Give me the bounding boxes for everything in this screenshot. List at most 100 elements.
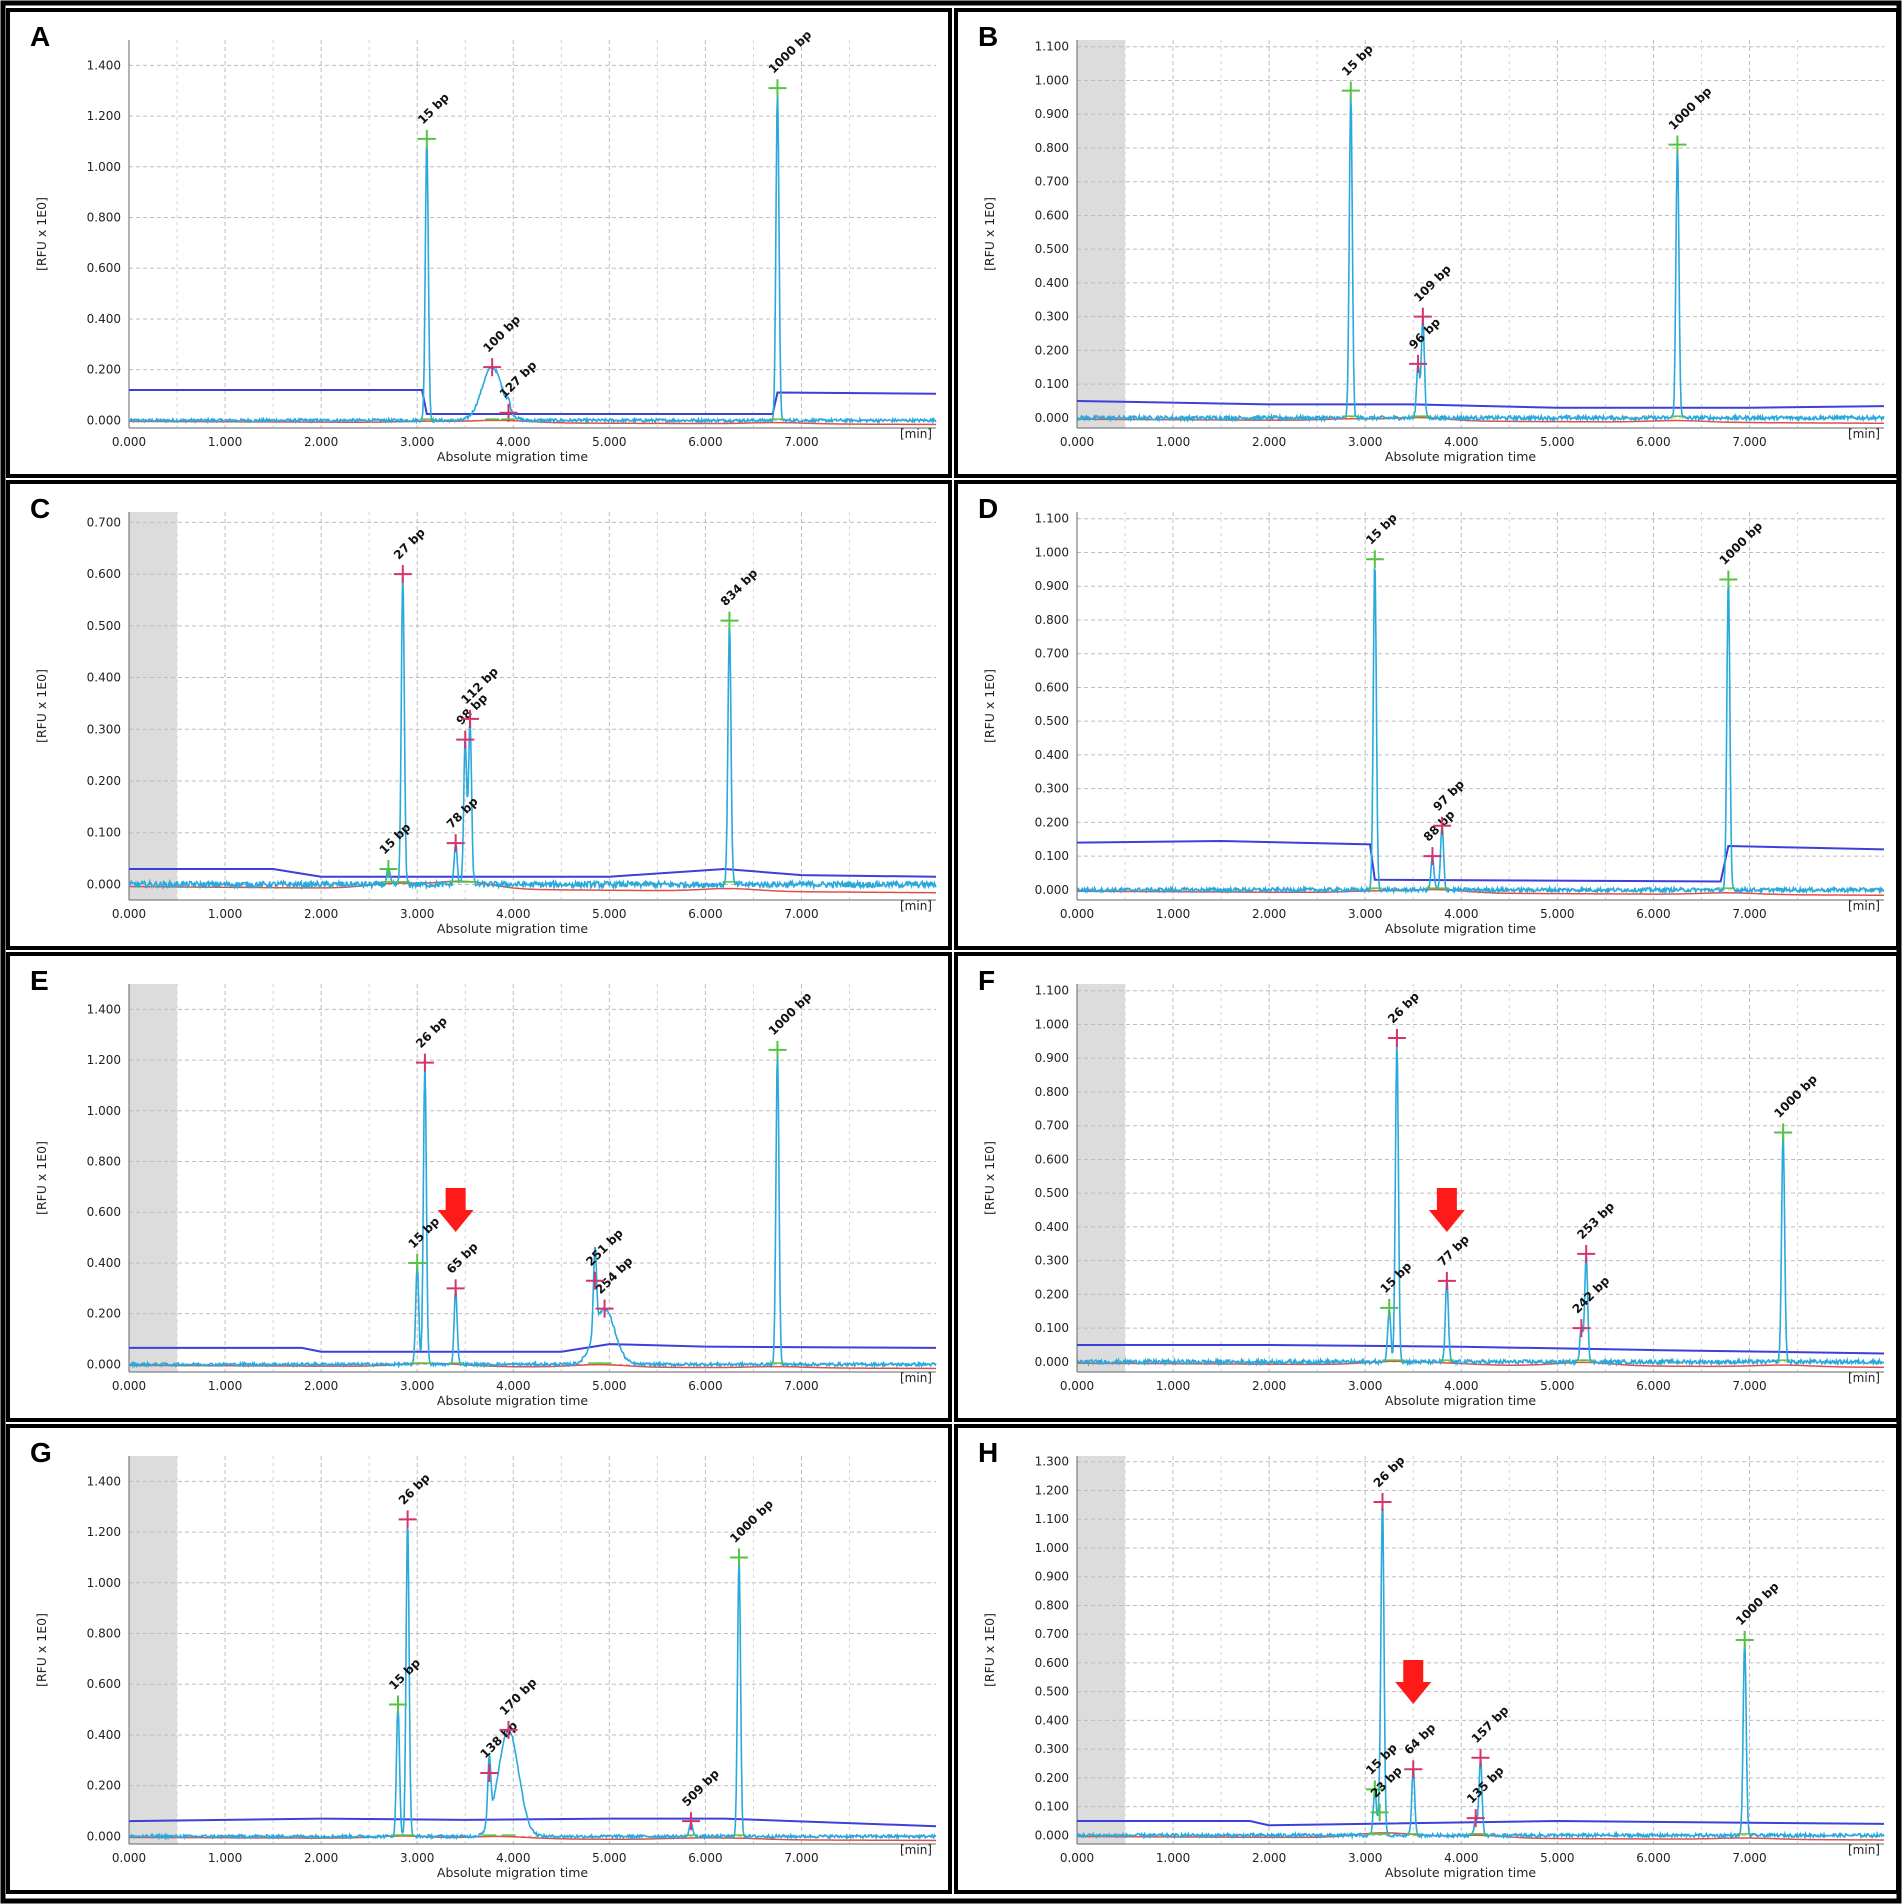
- y-tick-label: 0.700: [1035, 647, 1069, 661]
- signal-trace: [1076, 94, 1885, 424]
- peak-marker: [398, 1510, 417, 1836]
- y-tick-label: 0.700: [87, 515, 121, 529]
- x-tick-label: 1.000: [1156, 907, 1190, 921]
- y-axis-title: [RFU x 1E0]: [982, 669, 997, 743]
- y-tick-label: 0.400: [87, 1728, 121, 1742]
- y-tick-label: 0.300: [87, 722, 121, 736]
- y-tick-label: 0.400: [1035, 748, 1069, 762]
- x-tick-label: 2.000: [304, 1379, 338, 1393]
- gray-band: [1077, 40, 1126, 428]
- y-tick-label: 0.200: [87, 1307, 121, 1321]
- x-tick-label: 6.000: [688, 1379, 722, 1393]
- x-tick-label: 5.000: [592, 1851, 626, 1865]
- peak-marker: [480, 1763, 499, 1836]
- baseline-line: [129, 867, 937, 878]
- panel-letter: D: [978, 493, 998, 524]
- y-tick-label: 1.400: [87, 1002, 121, 1016]
- x-axis-title: Absolute migration time: [437, 1865, 588, 1880]
- y-axis-title: [RFU x 1E0]: [34, 1613, 49, 1687]
- gray-band: [129, 1456, 178, 1844]
- y-tick-label: 0.600: [87, 261, 121, 275]
- panel-h: H 0.000 0.100 0.200 0.300 0.400 0.500 0.600 0.70…: [954, 1424, 1900, 1894]
- x-tick-label: 3.000: [400, 435, 434, 449]
- y-tick-label: 0.800: [1035, 141, 1069, 155]
- y-tick-label: 1.000: [1035, 545, 1069, 559]
- x-tick-label: 0.000: [112, 435, 146, 449]
- y-tick-label: 1.000: [87, 1576, 121, 1590]
- x-tick-label: 6.000: [1636, 1851, 1670, 1865]
- y-tick-label: 0.300: [1035, 310, 1069, 324]
- x-tick-label: 3.000: [1348, 907, 1382, 921]
- panel-b: B 0.000 0.100 0.200 0.300 0.400 0.500 0.600 0.70…: [954, 8, 1900, 478]
- y-tick-label: 0.100: [1035, 1800, 1069, 1814]
- y-axis-title: [RFU x 1E0]: [34, 669, 49, 743]
- peak-marker: [1577, 1244, 1596, 1361]
- y-tick-label: 0.800: [1035, 613, 1069, 627]
- x-tick-label: 4.000: [496, 435, 530, 449]
- x-unit-label: [min]: [900, 899, 932, 913]
- x-unit-label: [min]: [1848, 1371, 1880, 1385]
- baseline-line: [129, 1343, 937, 1353]
- y-tick-label: 0.500: [87, 619, 121, 633]
- x-tick-label: 6.000: [1636, 907, 1670, 921]
- baseline-line: [1076, 839, 1885, 883]
- y-tick-label: 1.000: [87, 160, 121, 174]
- y-tick-label: 1.100: [1035, 984, 1069, 998]
- x-tick-label: 1.000: [1156, 1379, 1190, 1393]
- y-tick-label: 0.100: [1035, 1321, 1069, 1335]
- x-unit-label: [min]: [1848, 899, 1880, 913]
- x-tick-label: 7.000: [784, 907, 818, 921]
- panel-f: F 0.000 0.100 0.200 0.300 0.400 0.500 0.600 0.70…: [954, 952, 1900, 1422]
- peak-marker: [379, 859, 398, 883]
- peak-marker: [446, 1279, 465, 1364]
- x-tick-label: 6.000: [1636, 435, 1670, 449]
- peak-marker: [1365, 550, 1384, 889]
- signal-trace: [128, 1053, 937, 1369]
- y-tick-label: 0.500: [1035, 242, 1069, 256]
- baseline-line: [1077, 1344, 1885, 1355]
- x-tick-label: 7.000: [1732, 435, 1766, 449]
- x-tick-label: 7.000: [784, 1851, 818, 1865]
- x-tick-label: 4.000: [1444, 1379, 1478, 1393]
- gray-band: [129, 984, 178, 1372]
- x-tick-label: 5.000: [592, 907, 626, 921]
- x-tick-label: 3.000: [1348, 1851, 1382, 1865]
- y-axis-title: [RFU x 1E0]: [982, 1141, 997, 1215]
- peak-marker: [1433, 816, 1452, 889]
- peak-marker: [768, 1040, 787, 1364]
- y-tick-label: 0.000: [87, 1829, 121, 1843]
- x-axis-title: Absolute migration time: [437, 1393, 588, 1408]
- x-unit-label: [min]: [900, 427, 932, 441]
- red-line: [1076, 1832, 1885, 1841]
- x-tick-label: 3.000: [400, 1851, 434, 1865]
- y-tick-label: 0.500: [1035, 1685, 1069, 1699]
- panel-a: A 0.000 0.200 0.400 0.600 0.800 1.000 1.200 1.40…: [6, 8, 952, 478]
- y-tick-label: 0.500: [1035, 1186, 1069, 1200]
- y-tick-label: 1.200: [87, 1525, 121, 1539]
- y-tick-label: 1.400: [87, 1474, 121, 1488]
- x-tick-label: 4.000: [496, 1379, 530, 1393]
- y-tick-label: 0.700: [1035, 1119, 1069, 1133]
- y-tick-label: 1.300: [1035, 1455, 1069, 1469]
- panel-letter: A: [30, 21, 50, 52]
- x-tick-label: 7.000: [784, 435, 818, 449]
- y-tick-label: 0.900: [1035, 1570, 1069, 1584]
- x-unit-label: [min]: [900, 1371, 932, 1385]
- x-tick-label: 4.000: [496, 907, 530, 921]
- x-axis-title: Absolute migration time: [1385, 1393, 1536, 1408]
- x-tick-label: 0.000: [112, 1851, 146, 1865]
- y-tick-label: 0.300: [1035, 782, 1069, 796]
- x-unit-label: [min]: [1848, 427, 1880, 441]
- x-tick-label: 7.000: [1732, 907, 1766, 921]
- x-tick-label: 0.000: [1060, 435, 1094, 449]
- y-tick-label: 0.900: [1035, 579, 1069, 593]
- x-tick-label: 4.000: [496, 1851, 530, 1865]
- y-tick-label: 0.600: [87, 1677, 121, 1691]
- panel-border: [954, 480, 1900, 950]
- x-tick-label: 3.000: [1348, 1379, 1382, 1393]
- signal-trace: [128, 1528, 937, 1841]
- x-tick-label: 5.000: [1540, 435, 1574, 449]
- y-tick-label: 0.200: [87, 774, 121, 788]
- panel-letter: E: [30, 965, 49, 996]
- y-tick-label: 0.900: [1035, 1051, 1069, 1065]
